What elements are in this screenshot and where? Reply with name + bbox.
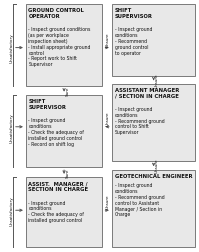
Text: ASSIST.  MANAGER /
SECTION IN CHARGE: ASSIST. MANAGER / SECTION IN CHARGE — [28, 181, 88, 192]
Text: SHIFT
SUPERVISOR: SHIFT SUPERVISOR — [28, 99, 66, 110]
FancyBboxPatch shape — [112, 84, 195, 161]
Text: Sure: Sure — [65, 86, 69, 96]
Text: Unsatisfactory: Unsatisfactory — [10, 34, 14, 63]
Text: - Inspect ground
conditions
- Recommend
ground control
to operator: - Inspect ground conditions - Recommend … — [115, 27, 152, 55]
Text: Sure: Sure — [65, 168, 69, 177]
Text: Unsure: Unsure — [155, 73, 159, 88]
Text: Unsure: Unsure — [155, 158, 159, 173]
FancyBboxPatch shape — [112, 5, 195, 77]
Text: Unsure: Unsure — [105, 32, 109, 47]
Text: - Inspect ground
conditions
- Check the adequacy of
installed ground control
- R: - Inspect ground conditions - Check the … — [28, 118, 84, 146]
Text: Unsatisfactory: Unsatisfactory — [10, 196, 14, 225]
FancyBboxPatch shape — [26, 96, 102, 168]
Text: - Inspect ground conditions
(as per workplace
inspection sheet)
- Install approp: - Inspect ground conditions (as per work… — [28, 27, 91, 67]
Text: Unsure: Unsure — [105, 111, 109, 125]
Text: SHIFT
SUPERVISOR: SHIFT SUPERVISOR — [115, 8, 153, 19]
Text: - Inspect ground
conditions
- Recommend ground
control to Assistant
Manager / Se: - Inspect ground conditions - Recommend … — [115, 183, 164, 216]
FancyBboxPatch shape — [26, 5, 102, 87]
Text: - Inspect ground
conditions
- Check the adequacy of
installed ground control: - Inspect ground conditions - Check the … — [28, 200, 84, 222]
Text: ASSISTANT MANAGER
/ SECTION IN CHARGE: ASSISTANT MANAGER / SECTION IN CHARGE — [115, 87, 179, 98]
Text: Unsure: Unsure — [105, 194, 109, 209]
FancyBboxPatch shape — [26, 178, 102, 247]
FancyBboxPatch shape — [112, 170, 195, 247]
Text: GEOTECHNICAL ENGINEER: GEOTECHNICAL ENGINEER — [115, 173, 192, 178]
Text: - Inspect ground
conditions
- Recommend ground
control to Shift
Supervisor: - Inspect ground conditions - Recommend … — [115, 107, 164, 135]
Text: Unsatisfactory: Unsatisfactory — [10, 112, 14, 142]
Text: GROUND CONTROL
OPERATOR: GROUND CONTROL OPERATOR — [28, 8, 84, 19]
